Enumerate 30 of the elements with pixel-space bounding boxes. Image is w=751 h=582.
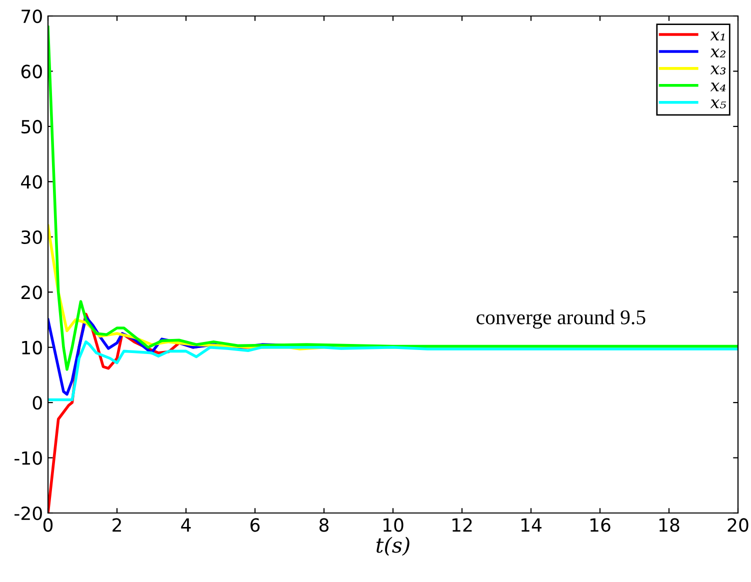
y-tick-label: 10 (22, 340, 42, 354)
y-tick-label: -20 (14, 506, 42, 520)
y-tick-label: -10 (14, 451, 42, 465)
y-tick-label: 20 (21, 286, 42, 300)
line-series (48, 26, 738, 371)
x-tick-label: 0 (43, 518, 53, 532)
x-tick-label: 20 (728, 518, 748, 532)
y-tick-label: 70 (22, 9, 42, 24)
x-tick-label: 16 (590, 518, 610, 532)
x-tick-label: 6 (250, 518, 260, 532)
y-tick-label: 0 (32, 396, 42, 410)
x-tick-label: 8 (319, 518, 329, 532)
y-tick-label: 30 (22, 230, 42, 244)
line-series (48, 340, 738, 402)
y-tick-label: 50 (22, 120, 42, 134)
x-tick-label: 18 (659, 518, 680, 532)
x-tick-label: 4 (181, 518, 191, 532)
x-tick-label: 2 (112, 518, 121, 532)
y-tick-label: 40 (21, 175, 42, 189)
y-tick-label: 60 (21, 64, 42, 78)
legend-label: x₅ (710, 100, 726, 108)
x-tick-label: 10 (383, 518, 404, 532)
x-tick-label: 12 (452, 518, 472, 532)
x-axis-title: t(s) (376, 536, 410, 556)
annotation: converge around 9.5 (476, 310, 646, 329)
legend-label: x₁ (710, 32, 725, 40)
x-tick-label: 14 (521, 518, 542, 532)
legend-label: x₂ (710, 48, 726, 58)
legend-label: x₄ (710, 82, 726, 92)
legend-label: x₃ (710, 66, 726, 74)
